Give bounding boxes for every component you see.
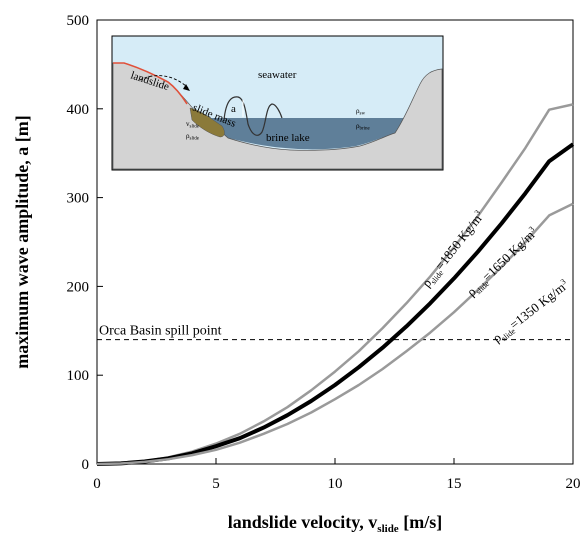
inset-brine-lake	[196, 118, 442, 150]
y-tick-label: 200	[67, 279, 90, 295]
inset-label-brine-lake: brine lake	[266, 132, 310, 144]
inset-wave	[223, 96, 283, 136]
series-line-1350	[96, 202, 574, 466]
spill-point-label: Orca Basin spill point	[99, 324, 222, 339]
x-tick-label: 5	[212, 476, 220, 492]
x-axis-label: landslide velocity, vslide [m/s]	[228, 512, 442, 535]
inset-label-v-slide: vslide	[186, 120, 200, 130]
inset-arrow	[139, 75, 189, 89]
inset-slip-surface	[113, 62, 188, 105]
x-tick-label: 20	[566, 476, 581, 492]
inset-label-rho-sw: ρsw	[356, 107, 365, 117]
x-tick-label: 15	[447, 476, 462, 492]
y-axis: 0 100 200 300 400 500	[67, 13, 103, 473]
inset-arrow-head	[183, 84, 190, 91]
y-tick-label: 300	[67, 191, 90, 207]
series-lines	[96, 103, 575, 466]
inset-diagram: a seawater landslide slide mass brine la…	[111, 35, 444, 171]
y-tick-label: 100	[67, 368, 90, 384]
y-tick-label: 400	[67, 102, 90, 118]
x-tick-label: 10	[328, 476, 343, 492]
x-tick-label: 0	[93, 476, 101, 492]
inset-label-rho-slide: ρslide	[186, 132, 200, 142]
inset-slide-mass	[189, 107, 225, 138]
inset-label-a: a	[231, 103, 236, 115]
x-axis: 0 5 10 15 20	[93, 458, 581, 492]
y-tick-label: 500	[67, 13, 90, 29]
y-axis-label: maximum wave amplitude, a [m]	[12, 115, 32, 368]
y-tick-label: 0	[82, 457, 90, 473]
inset-label-seawater: seawater	[258, 69, 297, 81]
inset-label-rho-brine: ρbrine	[356, 122, 371, 132]
